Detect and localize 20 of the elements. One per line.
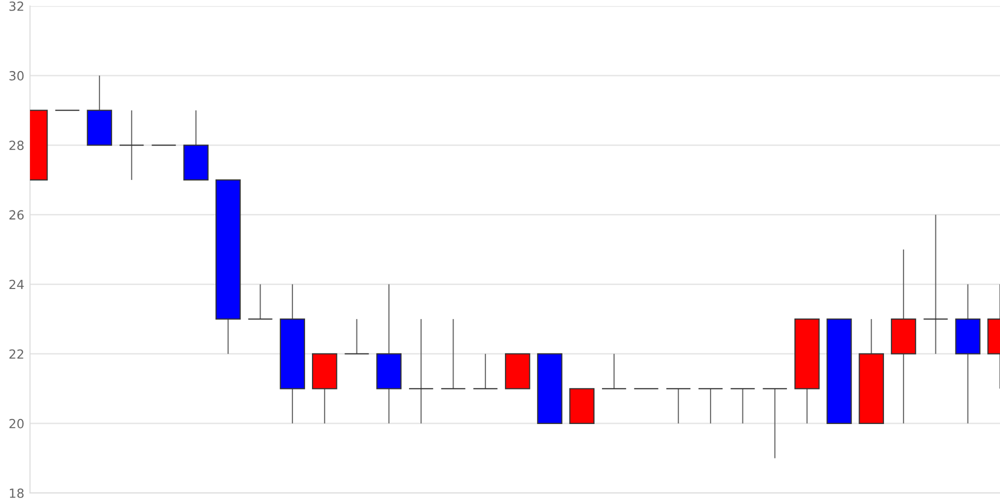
candlestick [248, 284, 273, 320]
y-tick-label: 24 [9, 280, 24, 290]
y-tick-label: 28 [9, 140, 24, 150]
candlestick [472, 353, 498, 390]
y-tick-label: 18 [10, 488, 24, 498]
candlestick [440, 318, 466, 390]
candlestick [601, 353, 627, 390]
candlestick [119, 110, 144, 180]
candlestick [730, 388, 756, 424]
y-tick-label: 30 [9, 71, 24, 80]
candlestick [408, 318, 434, 424]
candlestick [762, 388, 788, 459]
candlestick [698, 388, 724, 424]
y-tick-label: 32 [9, 1, 24, 11]
candlestick [344, 318, 370, 354]
candlestick [923, 214, 948, 354]
y-tick-label: 20 [9, 418, 24, 428]
candlestick [666, 388, 691, 424]
y-tick-label: 26 [9, 210, 24, 220]
y-tick-label: 22 [9, 349, 24, 359]
